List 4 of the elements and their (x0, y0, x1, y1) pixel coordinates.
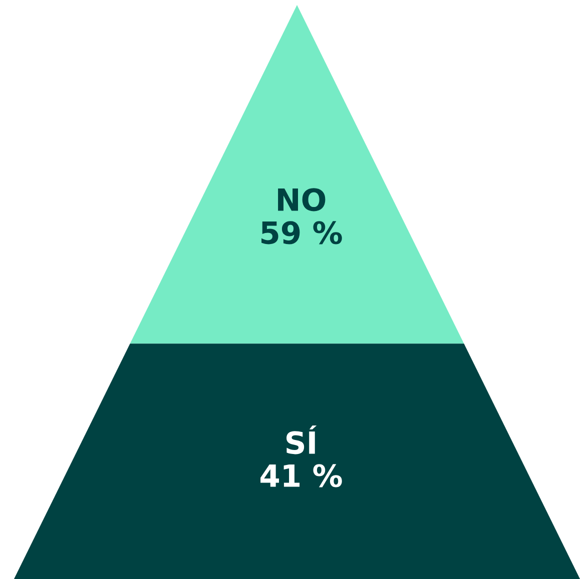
data-label: 59 % (261, 221, 342, 244)
category-label: SÍ (286, 425, 317, 454)
data-label: 41 % (260, 464, 342, 488)
category-label: NO (278, 188, 326, 212)
